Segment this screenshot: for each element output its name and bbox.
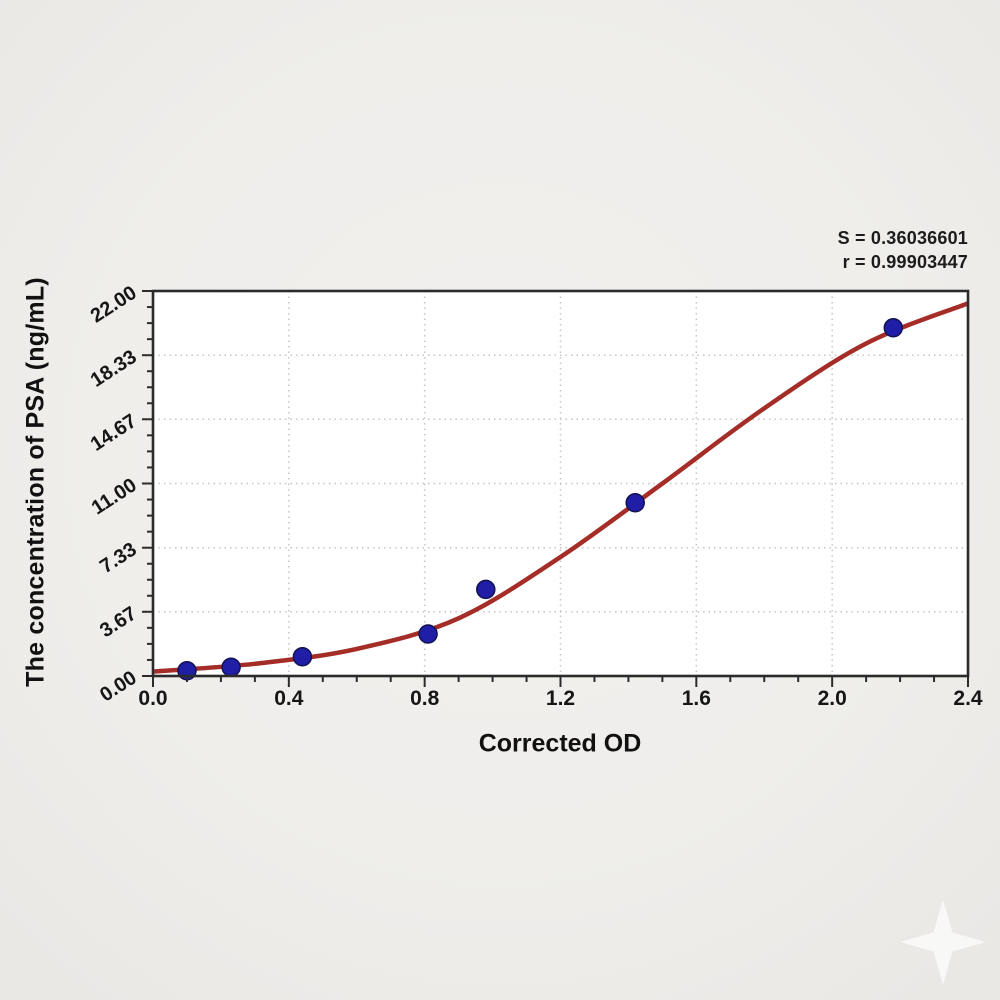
data-point <box>883 318 904 338</box>
y-tick-label: 18.33 <box>87 346 141 392</box>
x-axis-title: Corrected OD <box>478 729 642 758</box>
x-tick-label: 2.0 <box>818 687 847 710</box>
data-point <box>625 493 645 513</box>
x-tick-label: 0.0 <box>138 687 167 710</box>
grid-lines <box>153 291 968 676</box>
x-tick-label: 2.4 <box>953 687 983 710</box>
r-value-text: r = 0.99903447 <box>842 252 968 272</box>
x-tick-label: 0.4 <box>274 687 304 710</box>
y-tick-label: 22.00 <box>87 282 141 328</box>
y-axis-title: The concentration of PSA (ng/mL) <box>21 277 50 687</box>
axis-ticks <box>142 290 969 687</box>
y-tick-label: 14.67 <box>87 410 141 456</box>
x-tick-label: 1.6 <box>682 687 711 710</box>
x-tick-label: 0.8 <box>410 687 440 710</box>
data-points <box>177 318 904 681</box>
s-value-text: S = 0.36036601 <box>837 228 968 248</box>
y-tick-label: 11.00 <box>88 474 141 519</box>
data-point <box>418 624 438 644</box>
y-tick-label: 7.33 <box>96 538 141 578</box>
x-tick-label: 1.2 <box>546 687 575 710</box>
data-point <box>221 657 241 677</box>
fit-curve <box>153 301 968 674</box>
y-tick-label: 0.00 <box>96 667 141 707</box>
y-tick-label: 3.67 <box>96 603 141 643</box>
data-point <box>476 579 496 600</box>
data-point <box>292 647 313 667</box>
fit-statistics: S = 0.36036601 r = 0.99903447 <box>838 226 968 274</box>
